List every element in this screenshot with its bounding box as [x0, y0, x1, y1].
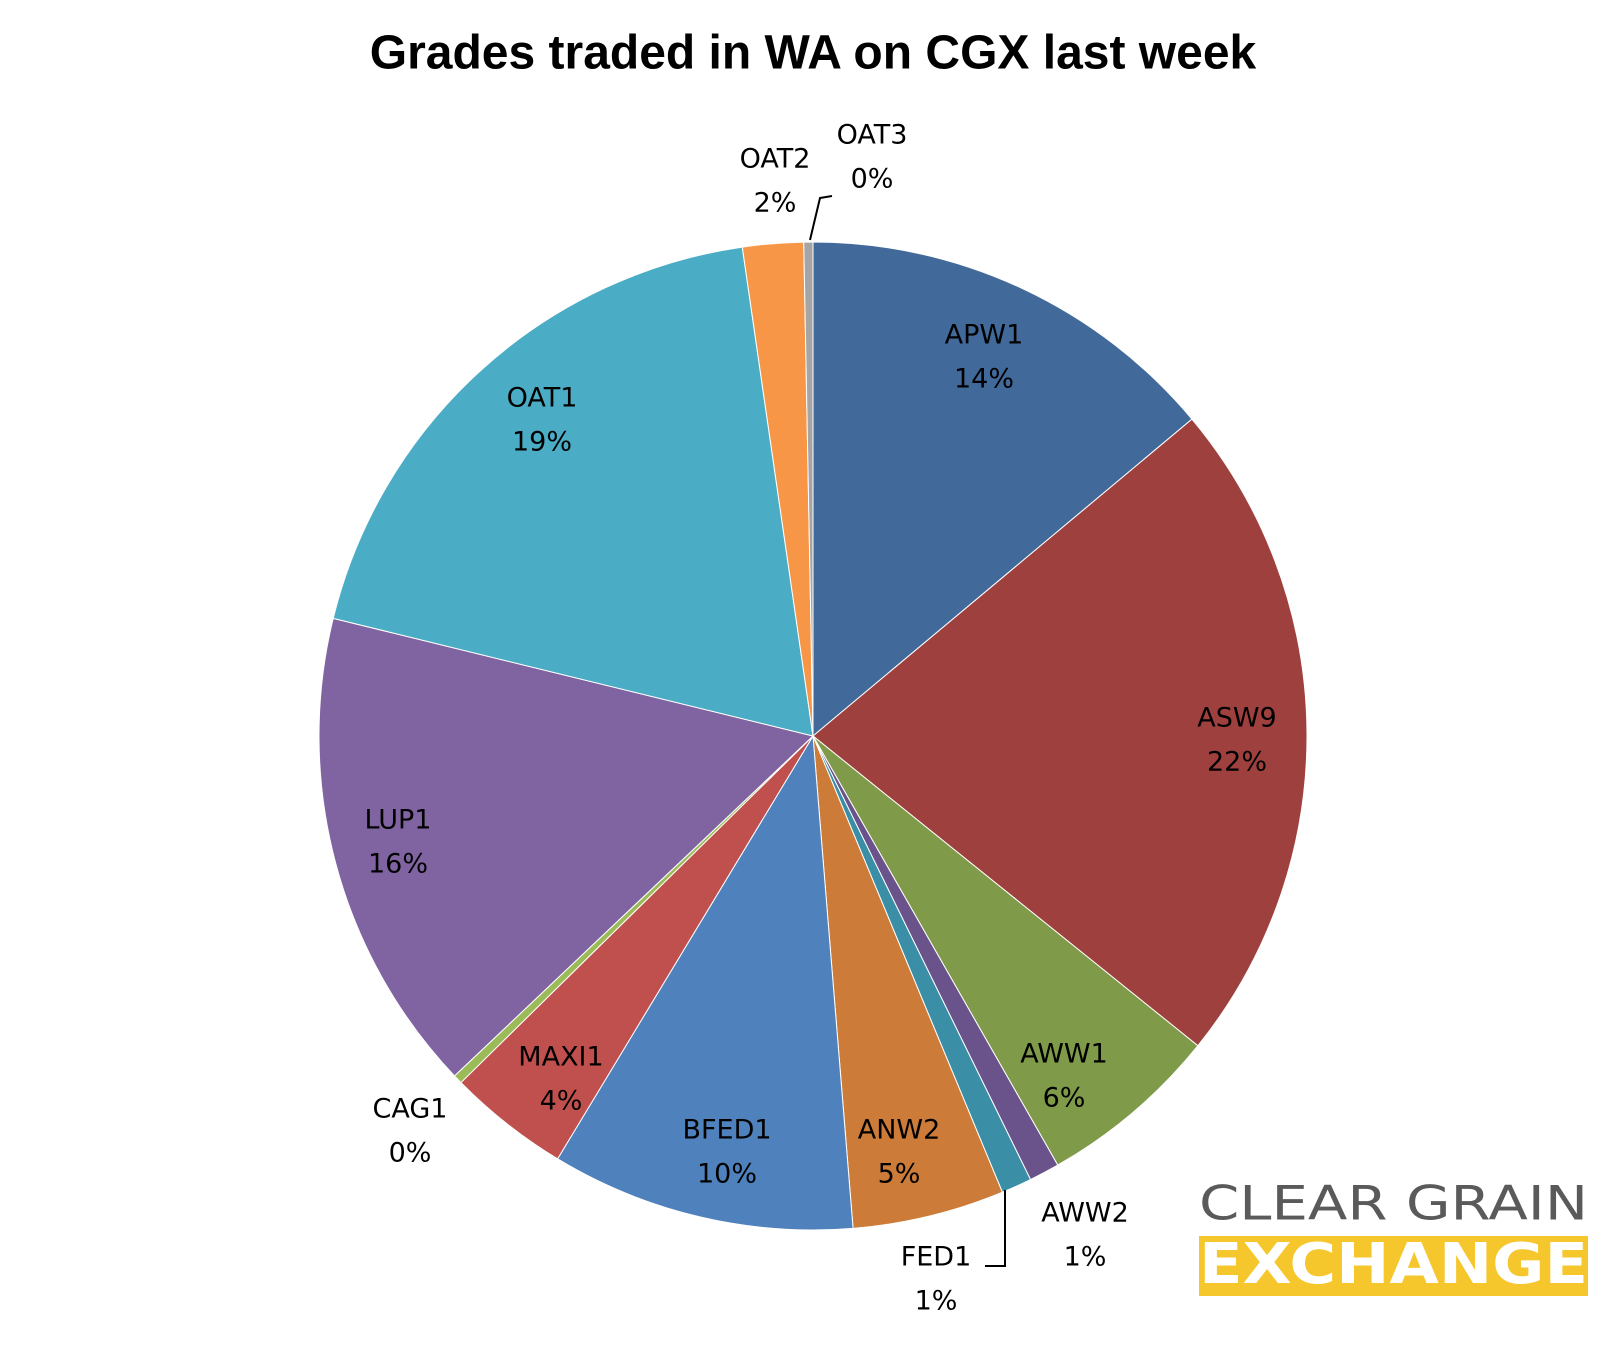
pie-slice: [812, 241, 1193, 738]
slice-value-label: 0%: [389, 1138, 432, 1169]
pie-slice: [812, 735, 1004, 1229]
pie: [318, 241, 1308, 1231]
leader-line: [985, 1190, 1006, 1267]
slice-value-label: 5%: [878, 1159, 921, 1190]
slice-value-label: 16%: [368, 849, 428, 880]
logo-line1: CLEAR GRAIN: [1199, 1177, 1588, 1232]
slice-value-label: 22%: [1207, 747, 1267, 778]
logo-band: [1199, 1236, 1588, 1296]
slice-label: ANW2: [858, 1115, 941, 1146]
slice-label: OAT3: [837, 120, 908, 151]
pie-slice: [812, 418, 1308, 1047]
slice-value-label: 1%: [1064, 1242, 1107, 1273]
slice-label: OAT2: [740, 144, 811, 175]
chart-title: Grades traded in WA on CGX last week: [370, 27, 1257, 80]
slice-label: FED1: [901, 1242, 972, 1273]
slice-label: MAXI1: [518, 1042, 603, 1073]
logo: CLEAR GRAIN EXCHANGE: [1199, 1177, 1588, 1297]
pie-slice: [556, 734, 854, 1231]
slice-value-label: 2%: [754, 188, 797, 219]
pie-slice: [812, 735, 1199, 1166]
slice-label: OAT1: [507, 383, 578, 414]
slice-value-label: 14%: [954, 364, 1014, 395]
slice-label: AWW1: [1020, 1039, 1108, 1070]
slice-label: BFED1: [682, 1115, 771, 1146]
slice-value-label: 6%: [1043, 1083, 1086, 1114]
slice-label: APW1: [945, 320, 1024, 351]
slice-value-label: 4%: [540, 1086, 583, 1117]
slice-value-label: 19%: [512, 427, 572, 458]
slice-value-label: 1%: [915, 1286, 958, 1317]
pie-slice: [332, 246, 814, 737]
logo-line2: EXCHANGE: [1199, 1232, 1588, 1297]
slice-value-label: 0%: [851, 164, 894, 195]
pie-slice: [803, 241, 814, 737]
slice-label: ASW9: [1197, 703, 1276, 734]
pie-slice: [318, 617, 815, 1077]
slice-label: LUP1: [365, 805, 432, 836]
slice-label: CAG1: [373, 1094, 448, 1125]
slice-label: AWW2: [1041, 1198, 1129, 1229]
leader-line: [809, 195, 833, 241]
slice-value-label: 10%: [697, 1159, 757, 1190]
